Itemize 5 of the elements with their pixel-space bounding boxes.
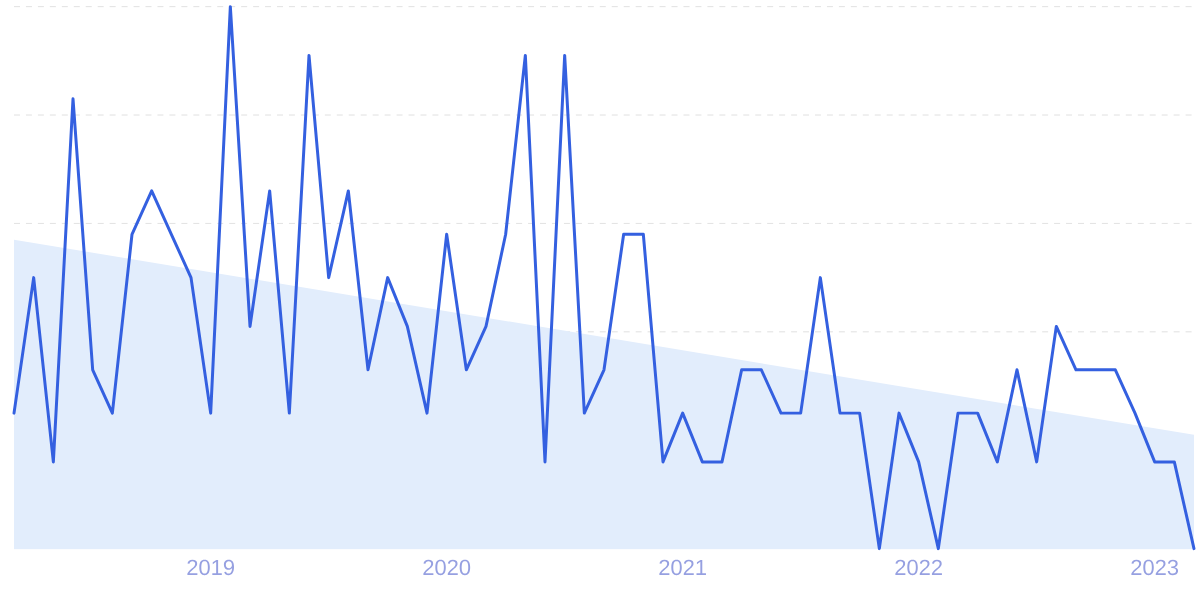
x-tick-label: 2019 — [187, 559, 235, 576]
x-tick-label: 2022 — [895, 559, 942, 576]
x-tick-label: 2023 — [1131, 559, 1179, 576]
x-tick-label: 2020 — [423, 559, 471, 576]
x-tick-label: 2021 — [659, 559, 706, 576]
